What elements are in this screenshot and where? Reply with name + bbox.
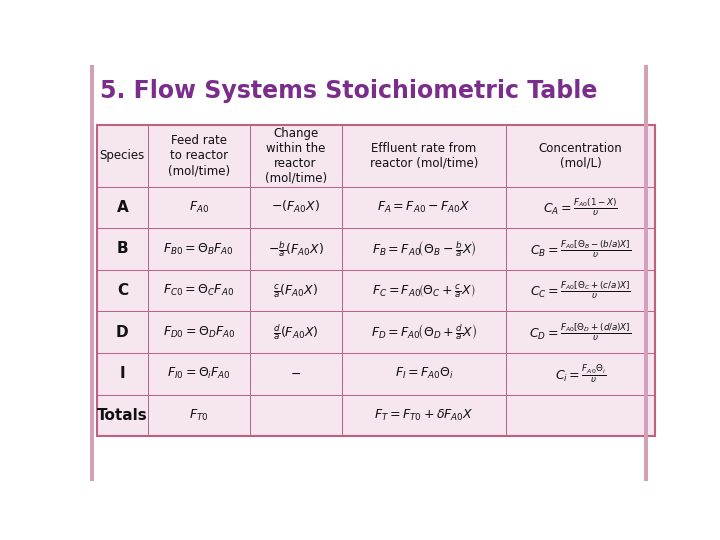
Text: $F_{D0}=\Theta_D F_{A0}$: $F_{D0}=\Theta_D F_{A0}$ (163, 325, 235, 340)
Bar (96, 270, 148, 312)
Bar (250, 353, 342, 395)
Text: Totals: Totals (97, 408, 148, 423)
Text: $F_C=F_{A0}\!\left(\Theta_C+\frac{c}{a}X\right)$: $F_C=F_{A0}\!\left(\Theta_C+\frac{c}{a}X… (372, 282, 476, 300)
Bar (342, 228, 506, 270)
Text: $F_{T0}$: $F_{T0}$ (189, 408, 209, 423)
Bar (96, 187, 148, 228)
Text: $-$: $-$ (290, 367, 301, 380)
Bar (342, 187, 506, 228)
Text: Effluent rate from
reactor (mol/time): Effluent rate from reactor (mol/time) (370, 142, 478, 170)
Bar (506, 125, 654, 187)
Bar (342, 125, 506, 187)
Text: $-(F_{A0}X)$: $-(F_{A0}X)$ (271, 199, 320, 215)
Text: $\frac{d}{a}(F_{A0}X)$: $\frac{d}{a}(F_{A0}X)$ (273, 322, 318, 342)
Text: $F_{B0}=\Theta_B F_{A0}$: $F_{B0}=\Theta_B F_{A0}$ (163, 241, 234, 256)
Text: $F_{A0}$: $F_{A0}$ (189, 200, 209, 215)
Text: $C_C=\frac{F_{A0}[\Theta_C+(c/a)X]}{\upsilon}$: $C_C=\frac{F_{A0}[\Theta_C+(c/a)X]}{\ups… (530, 280, 631, 301)
Text: $-\frac{b}{a}(F_{A0}X)$: $-\frac{b}{a}(F_{A0}X)$ (268, 239, 323, 259)
Bar (250, 270, 342, 312)
Text: $F_B=F_{A0}\!\left(\Theta_B-\frac{b}{a}X\right)$: $F_B=F_{A0}\!\left(\Theta_B-\frac{b}{a}X… (372, 239, 476, 259)
Text: $F_I=F_{A0}\Theta_i$: $F_I=F_{A0}\Theta_i$ (395, 366, 454, 381)
Bar (250, 312, 342, 353)
Bar (148, 312, 250, 353)
Text: Feed rate
to reactor
(mol/time): Feed rate to reactor (mol/time) (168, 134, 230, 177)
Bar (250, 125, 342, 187)
Bar (644, 65, 648, 481)
Bar (148, 187, 250, 228)
Text: $F_T=F_{T0}+\delta F_{A0}X$: $F_T=F_{T0}+\delta F_{A0}X$ (374, 408, 474, 423)
Bar (506, 228, 654, 270)
Bar (250, 228, 342, 270)
Text: C: C (117, 283, 128, 298)
Text: Change
within the
reactor
(mol/time): Change within the reactor (mol/time) (264, 127, 327, 185)
Text: $F_A=F_{A0}-F_{A0}X$: $F_A=F_{A0}-F_{A0}X$ (377, 200, 471, 215)
Bar (250, 395, 342, 436)
Text: $F_D=F_{A0}\!\left(\Theta_D+\frac{d}{a}X\right)$: $F_D=F_{A0}\!\left(\Theta_D+\frac{d}{a}X… (371, 322, 477, 342)
Text: D: D (116, 325, 129, 340)
Bar (342, 270, 506, 312)
Bar (148, 270, 250, 312)
Bar (96, 228, 148, 270)
Bar (96, 312, 148, 353)
Text: $C_A=\frac{F_{A0}(1-X)}{\upsilon}$: $C_A=\frac{F_{A0}(1-X)}{\upsilon}$ (543, 197, 618, 218)
Text: $F_{I0}=\Theta_i F_{A0}$: $F_{I0}=\Theta_i F_{A0}$ (167, 366, 231, 381)
Text: B: B (117, 241, 128, 256)
Text: Concentration
(mol/L): Concentration (mol/L) (539, 142, 622, 170)
Bar (506, 312, 654, 353)
Text: I: I (120, 366, 125, 381)
Bar (96, 353, 148, 395)
Bar (96, 125, 654, 436)
Bar (506, 395, 654, 436)
Bar (506, 353, 654, 395)
Bar (96, 125, 148, 187)
Text: $C_i=\frac{F_{A0}\Theta_i}{\upsilon}$: $C_i=\frac{F_{A0}\Theta_i}{\upsilon}$ (555, 363, 606, 384)
Text: Species: Species (100, 150, 145, 163)
Bar (90, 65, 94, 481)
Bar (506, 270, 654, 312)
Text: $\frac{c}{a}(F_{A0}X)$: $\frac{c}{a}(F_{A0}X)$ (273, 282, 318, 300)
Text: $C_D=\frac{F_{A0}[\Theta_D+(d/a)X]}{\upsilon}$: $C_D=\frac{F_{A0}[\Theta_D+(d/a)X]}{\ups… (529, 321, 631, 343)
Bar (148, 395, 250, 436)
Bar (342, 353, 506, 395)
Bar (148, 125, 250, 187)
Bar (148, 228, 250, 270)
Bar (148, 353, 250, 395)
Text: $F_{C0}=\Theta_C F_{A0}$: $F_{C0}=\Theta_C F_{A0}$ (163, 283, 235, 298)
Text: 5. Flow Systems Stoichiometric Table: 5. Flow Systems Stoichiometric Table (100, 79, 598, 103)
Text: $C_B=\frac{F_{A0}[\Theta_B-(b/a)X]}{\upsilon}$: $C_B=\frac{F_{A0}[\Theta_B-(b/a)X]}{\ups… (530, 238, 631, 260)
Bar (342, 395, 506, 436)
Bar (250, 187, 342, 228)
Bar (342, 312, 506, 353)
Text: A: A (117, 200, 128, 215)
Bar (506, 187, 654, 228)
Bar (96, 395, 148, 436)
